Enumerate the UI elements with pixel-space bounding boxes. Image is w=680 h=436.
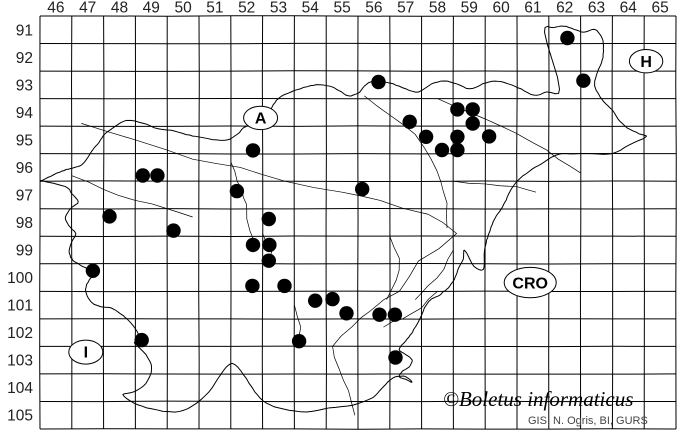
svg-text:H: H (640, 54, 652, 71)
svg-text:99: 99 (16, 243, 33, 260)
svg-text:46: 46 (47, 0, 64, 17)
svg-text:65: 65 (651, 0, 668, 17)
svg-text:62: 62 (556, 0, 573, 17)
svg-text:64: 64 (620, 0, 638, 17)
svg-text:55: 55 (333, 0, 350, 17)
svg-text:97: 97 (16, 188, 33, 205)
svg-text:93: 93 (16, 77, 33, 94)
svg-text:I: I (84, 345, 88, 362)
svg-text:94: 94 (16, 105, 34, 122)
svg-text:CRO: CRO (512, 276, 548, 293)
svg-text:©Boletus informaticus: ©Boletus informaticus (443, 387, 633, 411)
svg-text:58: 58 (429, 0, 446, 17)
svg-text:54: 54 (302, 0, 320, 17)
svg-text:104: 104 (7, 380, 33, 397)
svg-text:57: 57 (397, 0, 414, 17)
svg-text:61: 61 (524, 0, 541, 17)
svg-text:95: 95 (16, 132, 33, 149)
svg-text:49: 49 (143, 0, 160, 17)
svg-text:GIS, N. Ogris, BI, GURS: GIS, N. Ogris, BI, GURS (528, 415, 648, 427)
svg-text:59: 59 (461, 0, 478, 17)
svg-text:103: 103 (7, 353, 33, 370)
svg-text:47: 47 (79, 0, 96, 17)
svg-text:53: 53 (270, 0, 287, 17)
svg-text:A: A (255, 111, 267, 128)
svg-text:105: 105 (7, 408, 33, 425)
svg-text:92: 92 (16, 50, 33, 67)
svg-text:100: 100 (7, 270, 33, 287)
svg-text:91: 91 (16, 22, 33, 39)
svg-text:102: 102 (7, 325, 33, 342)
svg-text:98: 98 (16, 215, 33, 232)
svg-text:52: 52 (238, 0, 255, 17)
svg-text:96: 96 (16, 160, 33, 177)
svg-text:56: 56 (365, 0, 382, 17)
svg-text:60: 60 (492, 0, 510, 17)
svg-text:63: 63 (588, 0, 605, 17)
svg-text:51: 51 (206, 0, 223, 17)
svg-text:50: 50 (174, 0, 192, 17)
svg-text:101: 101 (7, 298, 33, 315)
svg-text:48: 48 (111, 0, 128, 17)
